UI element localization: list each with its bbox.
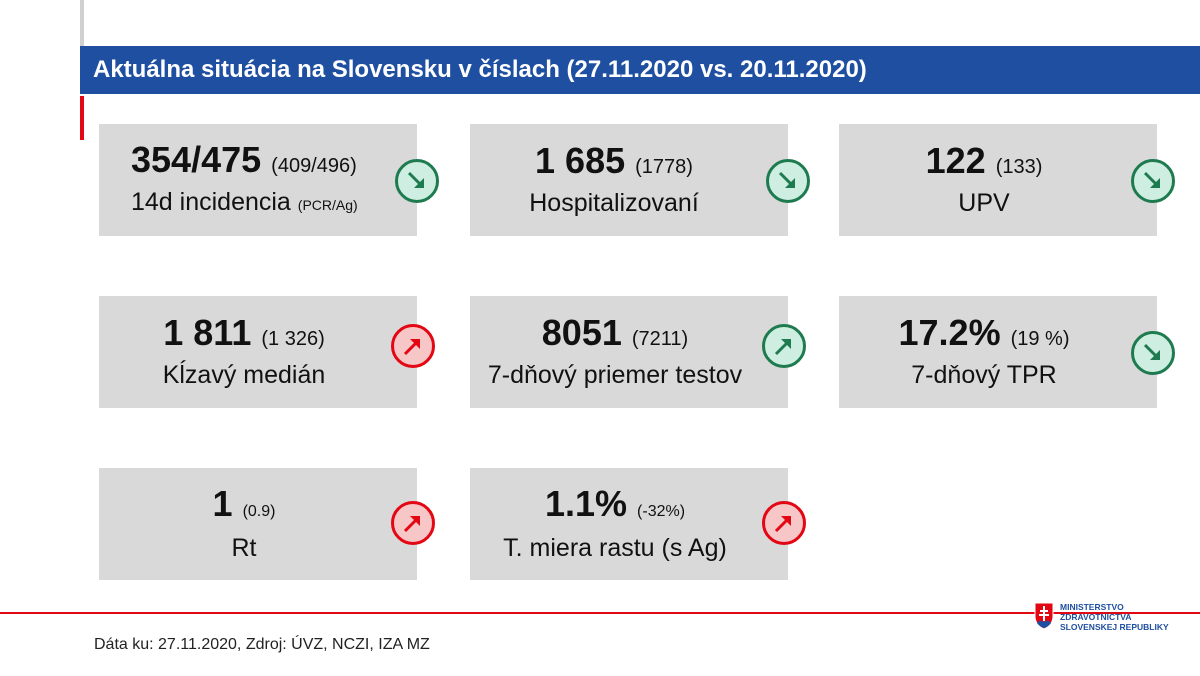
stat-label: Hospitalizovaní bbox=[529, 189, 699, 217]
stat-label: Rt bbox=[231, 534, 257, 562]
stat-label: Kĺzavý medián bbox=[162, 361, 326, 389]
stat-value: 1 bbox=[212, 483, 233, 524]
accent-line-gray bbox=[80, 0, 84, 46]
stat-value-line: 1 (0.9) bbox=[213, 484, 276, 532]
ministry-logo: MINISTERSTVO ZDRAVOTNÍCTVA SLOVENSKEJ RE… bbox=[1034, 602, 1169, 632]
slovak-crest-icon bbox=[1034, 602, 1054, 630]
footer-source: Dáta ku: 27.11.2020, Zdroj: ÚVZ, NCZI, I… bbox=[94, 636, 430, 653]
stat-label: T. miera rastu (s Ag) bbox=[503, 534, 727, 562]
stat-card-growth-rate: 1.1% (-32%) T. miera rastu (s Ag) bbox=[470, 468, 806, 580]
stat-label: 7-dňový TPR bbox=[911, 361, 1057, 389]
arrow-up-right-icon bbox=[391, 501, 435, 545]
arrow-down-right-icon bbox=[1131, 331, 1175, 375]
stat-value-line: 1 685 (1778) bbox=[535, 141, 693, 187]
stat-prev-value: (133) bbox=[995, 156, 1043, 178]
stat-value-line: 17.2% (19 %) bbox=[899, 313, 1070, 359]
stat-card-moving-median: 1 811 (1 326) Kĺzavý medián bbox=[99, 296, 435, 408]
stat-prev-value: (409/496) bbox=[271, 154, 357, 177]
stat-value: 1.1% bbox=[544, 483, 628, 524]
stat-value: 17.2% bbox=[898, 312, 1001, 353]
stat-card-tests: 8051 (7211) 7-dňový priemer testov bbox=[470, 296, 806, 408]
arrow-up-right-icon bbox=[762, 324, 806, 368]
stat-value: 8051 bbox=[541, 312, 622, 353]
stat-prev-value: (7211) bbox=[631, 328, 689, 350]
stat-value-line: 8051 (7211) bbox=[542, 313, 688, 359]
stat-card-rt: 1 (0.9) Rt bbox=[99, 468, 435, 580]
stat-card-incidence: 354/475 (409/496) 14d incidencia (PCR/Ag… bbox=[99, 124, 439, 236]
stat-prev-value: (0.9) bbox=[242, 503, 276, 520]
arrow-down-right-icon bbox=[1131, 159, 1175, 203]
logo-line-3: SLOVENSKEJ REPUBLIKY bbox=[1060, 622, 1169, 632]
stat-value-line: 122 (133) bbox=[926, 141, 1043, 187]
stat-value: 122 bbox=[925, 140, 986, 181]
stat-label-line: 14d incidencia (PCR/Ag) bbox=[131, 186, 358, 221]
stat-value: 354/475 bbox=[131, 138, 262, 180]
footer-divider bbox=[0, 612, 1200, 614]
stat-label: 7-dňový priemer testov bbox=[487, 361, 743, 389]
stat-value-line: 1.1% (-32%) bbox=[545, 484, 685, 532]
stat-value-line: 354/475 (409/496) bbox=[131, 138, 358, 186]
stat-prev-value: (1 326) bbox=[261, 328, 325, 350]
accent-line-red bbox=[80, 96, 84, 140]
stat-prev-value: (1778) bbox=[635, 156, 693, 178]
page-title: Aktuálna situácia na Slovensku v číslach… bbox=[80, 46, 1200, 94]
stat-card-hospitalized: 1 685 (1778) Hospitalizovaní bbox=[470, 124, 810, 236]
stat-label: 14d incidencia bbox=[131, 187, 291, 216]
stat-value-line: 1 811 (1 326) bbox=[163, 313, 325, 359]
stat-value: 1 685 bbox=[535, 140, 626, 181]
stat-label: UPV bbox=[958, 189, 1010, 217]
logo-line-2: ZDRAVOTNÍCTVA bbox=[1060, 612, 1132, 622]
stat-card-tpr: 17.2% (19 %) 7-dňový TPR bbox=[839, 296, 1175, 408]
logo-line-1: MINISTERSTVO bbox=[1060, 602, 1124, 612]
arrow-up-right-icon bbox=[762, 501, 806, 545]
arrow-down-right-icon bbox=[395, 159, 439, 203]
arrow-down-right-icon bbox=[766, 159, 810, 203]
stat-value: 1 811 bbox=[163, 312, 252, 353]
stat-card-upv: 122 (133) UPV bbox=[839, 124, 1175, 236]
arrow-up-right-icon bbox=[391, 324, 435, 368]
stat-prev-value: (-32%) bbox=[637, 503, 686, 520]
stat-label-sub: (PCR/Ag) bbox=[297, 196, 358, 213]
stat-prev-value: (19 %) bbox=[1010, 328, 1070, 350]
